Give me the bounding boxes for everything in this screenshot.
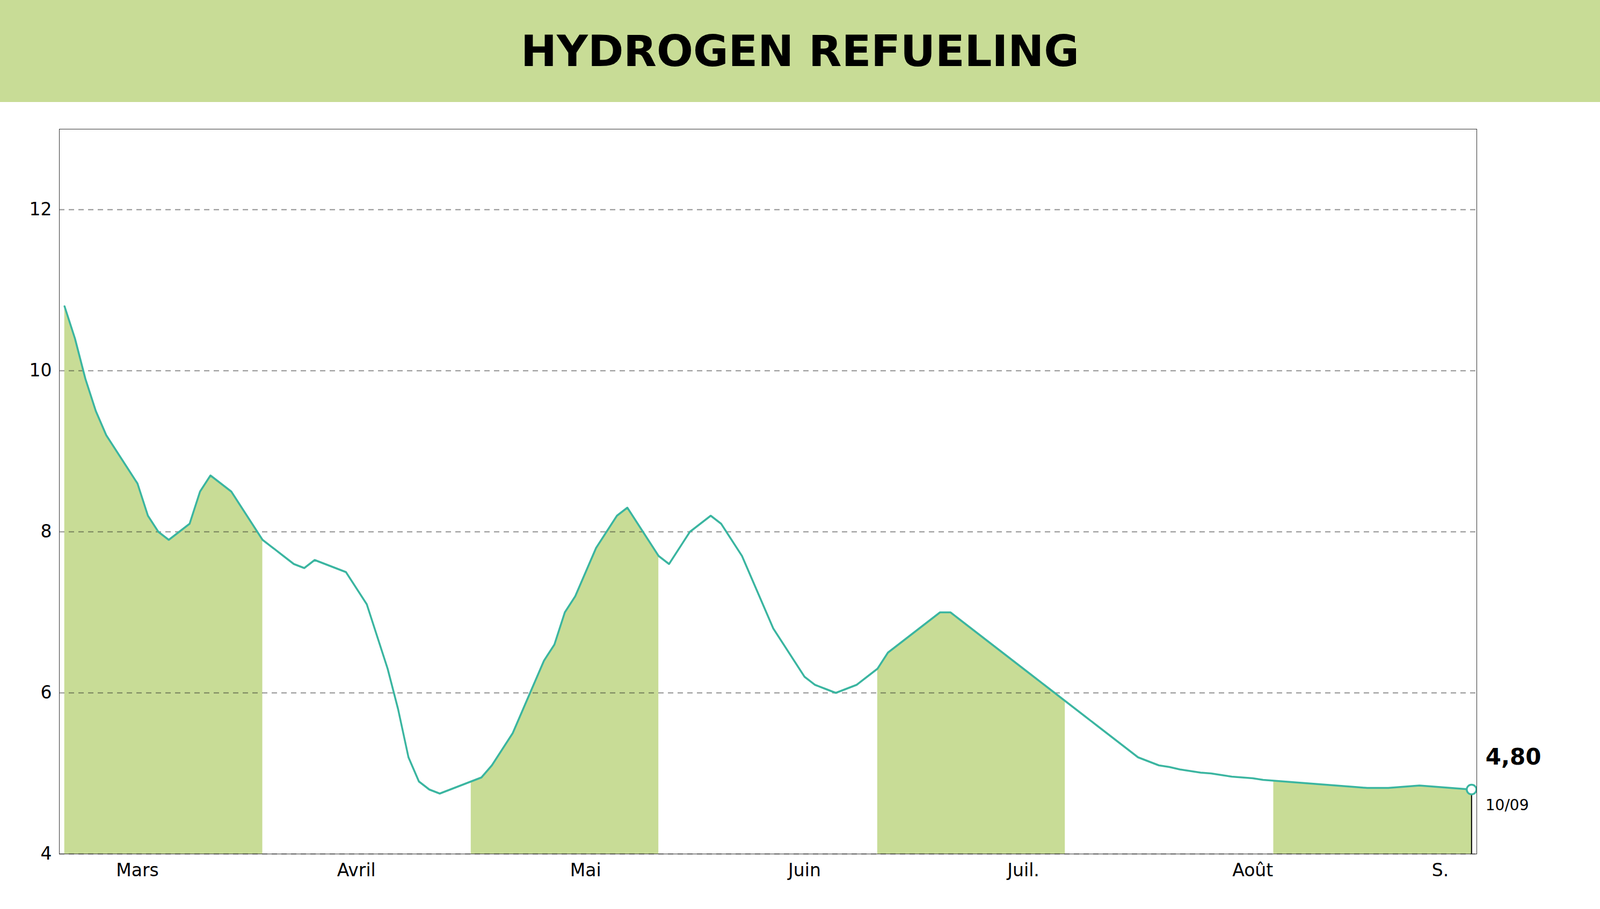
svg-text:6: 6	[40, 681, 53, 703]
svg-text:10/09: 10/09	[1485, 796, 1530, 814]
svg-text:4: 4	[40, 842, 53, 864]
svg-text:Août: Août	[1232, 859, 1274, 881]
svg-text:S.: S.	[1431, 859, 1449, 881]
svg-text:8: 8	[40, 520, 53, 542]
svg-text:Mai: Mai	[570, 859, 602, 881]
svg-text:Mars: Mars	[115, 859, 159, 881]
svg-text:10: 10	[29, 359, 53, 381]
html-text:HYDROGEN REFUELING: HYDROGEN REFUELING	[520, 26, 1080, 76]
svg-text:4,80: 4,80	[1485, 743, 1542, 770]
svg-text:Juin: Juin	[787, 859, 821, 881]
svg-text:Avril: Avril	[337, 859, 376, 881]
svg-text:Juil.: Juil.	[1006, 859, 1039, 881]
svg-text:12: 12	[29, 198, 53, 220]
